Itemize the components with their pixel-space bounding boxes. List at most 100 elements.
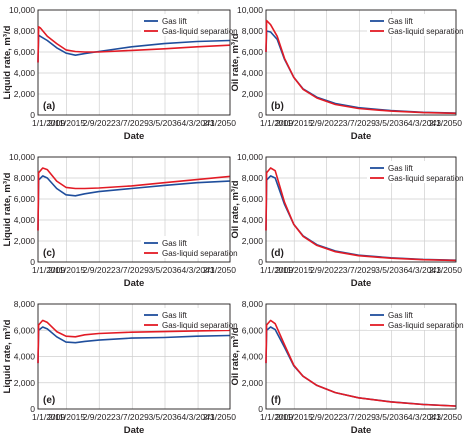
x-axis-title: Date — [124, 278, 145, 289]
x-tick-label: 3/5/2036 — [148, 118, 181, 128]
y-tick-label: 8,000 — [242, 299, 264, 309]
series-line-gas-liquid-separation — [265, 167, 456, 262]
x-tick-label: 2/9/2022 — [83, 265, 116, 275]
x-tick-label: 4/3/2043 — [408, 412, 441, 422]
x-tick-label: 1/1/2009 — [32, 118, 65, 128]
x-tick-label: 4/3/2043 — [182, 265, 215, 275]
x-tick-label: 2/9/2022 — [310, 118, 343, 128]
x-tick-label: 3/5/2036 — [375, 412, 408, 422]
legend-box — [141, 14, 229, 36]
y-tick-label: 2,000 — [242, 378, 264, 388]
y-tick-label: 6,000 — [14, 194, 36, 204]
y-tick-label: 6,000 — [242, 325, 264, 335]
y-tick-label: 10,000 — [9, 152, 35, 162]
panel-label: (d) — [271, 248, 284, 259]
y-tick-label: 2,000 — [14, 236, 36, 246]
x-tick-label: 3/7/2029 — [343, 265, 376, 275]
panel-label: (c) — [43, 248, 55, 259]
y-tick-label: 8,000 — [242, 26, 264, 36]
legend-label: Gas-liquid separation — [162, 249, 238, 258]
x-tick-label: 2/9/2022 — [83, 118, 116, 128]
chart-panel: 0 2,000 4,000 6,000 8,000 10,000 1/1/20092/11/… — [230, 5, 464, 142]
x-axis-title: Date — [124, 131, 145, 142]
plot-frame — [265, 9, 457, 116]
x-tick-label: 1/1/2009 — [32, 265, 65, 275]
x-axis-title: Date — [351, 425, 372, 436]
x-tick-label: 4/3/2043 — [182, 412, 215, 422]
x-tick-label: 2/11/2015 — [48, 412, 85, 422]
x-tick-label: 2/9/2022 — [310, 412, 343, 422]
chart-panel: 0 2,000 4,000 6,000 8,000 10,000 1/1/20092/11/… — [2, 152, 238, 289]
y-tick-label: 2,000 — [14, 378, 36, 388]
y-tick-label: 10,000 — [237, 5, 263, 15]
legend-label: Gas-liquid separation — [388, 321, 464, 330]
x-tick-label: 3/7/2029 — [343, 118, 376, 128]
x-axis-title: Date — [351, 278, 372, 289]
y-tick-label: 8,000 — [14, 26, 36, 36]
x-tick-label: 2/1/2050 — [203, 265, 236, 275]
x-tick-label: 2/1/2050 — [429, 412, 462, 422]
y-tick-label: 10,000 — [9, 5, 35, 15]
y-tick-label: 8,000 — [242, 173, 264, 183]
y-tick-label: 8,000 — [14, 173, 36, 183]
y-tick-label: 0 — [30, 257, 35, 267]
x-tick-label: 2/1/2050 — [203, 412, 236, 422]
x-tick-label: 1/1/2009 — [32, 412, 65, 422]
y-tick-label: 4,000 — [242, 352, 264, 362]
x-tick-label: 2/11/2015 — [48, 265, 85, 275]
chart-panel: 02,0004,0006,0008,0001/1/20092/11/20152/… — [2, 299, 238, 436]
x-tick-label: 1/1/2009 — [260, 412, 293, 422]
y-axis-title: Liquid rate, m³/d — [2, 172, 13, 246]
x-tick-label: 3/7/2029 — [343, 412, 376, 422]
chart-panel: 0 2,000 4,000 6,000 8,000 10,000 1/1/20092/11/… — [230, 152, 464, 289]
y-tick-label: 6,000 — [14, 325, 36, 335]
legend-label: Gas-liquid separation — [388, 27, 464, 36]
legend-box — [367, 161, 455, 183]
y-tick-label: 2,000 — [14, 89, 36, 99]
y-tick-label: 4,000 — [14, 215, 36, 225]
y-axis-title: Liquid rate, m³/d — [2, 25, 13, 99]
y-tick-label: 0 — [258, 404, 263, 414]
y-tick-label: 4,000 — [242, 215, 264, 225]
legend-box — [367, 308, 455, 330]
legend-box — [141, 308, 229, 330]
x-tick-label: 3/5/2036 — [148, 412, 181, 422]
x-tick-label: 3/5/2036 — [375, 118, 408, 128]
y-axis-title: Liquid rate, m³/d — [2, 319, 13, 393]
x-tick-label: 1/1/2009 — [260, 118, 293, 128]
x-tick-label: 2/11/2015 — [276, 118, 313, 128]
y-axis-title: Oil rate, m³/d — [230, 180, 241, 238]
legend-box — [367, 14, 455, 36]
chart-panel: 0 2,000 4,000 6,000 8,000 10,000 1/1/20092/11/… — [2, 5, 238, 142]
series-line-gas-liquid-separation — [37, 319, 230, 364]
panel-label: (e) — [43, 395, 55, 406]
x-tick-label: 4/3/2043 — [408, 265, 441, 275]
series-line-gas-liquid-separation — [265, 319, 456, 407]
y-tick-label: 6,000 — [242, 194, 264, 204]
series-line-gas-lift — [37, 175, 230, 231]
x-tick-label: 2/11/2015 — [276, 412, 313, 422]
legend-label: Gas-liquid separation — [388, 174, 464, 183]
series-line-gas-lift — [37, 34, 230, 63]
legend-label: Gas lift — [388, 164, 414, 173]
series-line-gas-liquid-separation — [37, 167, 230, 231]
legend-label: Gas lift — [388, 17, 414, 26]
y-tick-label: 6,000 — [14, 47, 36, 57]
x-tick-label: 1/1/2009 — [260, 265, 293, 275]
x-tick-label: 4/3/2043 — [182, 118, 215, 128]
legend-label: Gas-liquid separation — [162, 27, 238, 36]
y-tick-label: 0 — [30, 404, 35, 414]
x-tick-label: 2/11/2015 — [48, 118, 85, 128]
y-tick-label: 6,000 — [242, 47, 264, 57]
x-tick-label: 4/3/2043 — [408, 118, 441, 128]
series-line-gas-lift — [37, 326, 230, 364]
y-axis-title: Oil rate, m³/d — [230, 327, 241, 385]
y-tick-label: 2,000 — [242, 89, 264, 99]
y-axis-title: Oil rate, m³/d — [230, 33, 241, 91]
x-axis-title: Date — [124, 425, 145, 436]
legend-box — [141, 236, 229, 258]
panel-label: (a) — [43, 101, 55, 112]
x-tick-label: 2/9/2022 — [310, 265, 343, 275]
y-tick-label: 4,000 — [14, 352, 36, 362]
